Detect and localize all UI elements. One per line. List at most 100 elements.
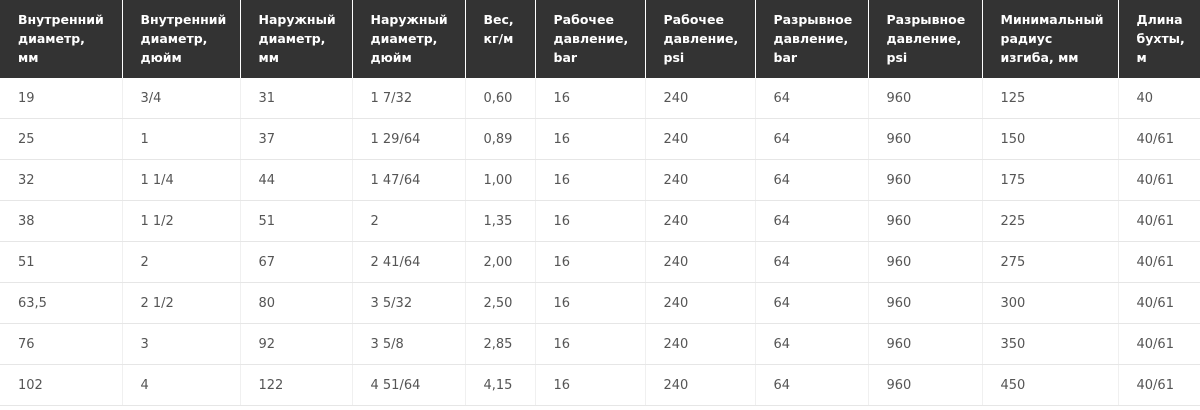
table-cell: 1 <box>121 118 240 160</box>
table-cell: 2,85 <box>464 323 535 365</box>
table-cell: 240 <box>644 78 755 119</box>
table-row: 19 3/4 31 1 7/32 0,60 16 240 64 960 125 40 <box>0 78 1200 119</box>
table-cell: 40/61 <box>1117 159 1200 201</box>
table-cell: 450 <box>981 364 1118 406</box>
table-cell: 40/61 <box>1117 323 1200 365</box>
table-cell: 960 <box>867 241 982 283</box>
table-cell: 63,5 <box>0 282 122 324</box>
table-cell: 16 <box>534 200 645 242</box>
table-cell: 64 <box>754 364 868 406</box>
header-cell: Рабочее давление, psi <box>644 0 755 78</box>
header-cell: Наружный диаметр, мм <box>239 0 352 78</box>
table-cell: 960 <box>867 78 982 119</box>
table-cell: 44 <box>239 159 352 201</box>
table-cell: 2,00 <box>464 241 535 283</box>
table-cell: 16 <box>534 159 645 201</box>
table-cell: 960 <box>867 118 982 160</box>
table-row: 63,5 2 1/2 80 3 5/32 2,50 16 240 64 960 300 40/61 <box>0 282 1200 324</box>
table-cell: 4 51/64 <box>351 364 465 406</box>
table-cell: 32 <box>0 159 122 201</box>
table-cell: 4 <box>121 364 240 406</box>
table-cell: 1,00 <box>464 159 535 201</box>
table-cell: 25 <box>0 118 122 160</box>
table-cell: 1 7/32 <box>351 78 465 119</box>
table-cell: 350 <box>981 323 1118 365</box>
table-cell: 960 <box>867 364 982 406</box>
table-cell: 240 <box>644 282 755 324</box>
table-cell: 240 <box>644 323 755 365</box>
table-cell: 125 <box>981 78 1118 119</box>
table-cell: 1 47/64 <box>351 159 465 201</box>
table-cell: 150 <box>981 118 1118 160</box>
header-cell: Разрывное давление, bar <box>754 0 868 78</box>
table-cell: 67 <box>239 241 352 283</box>
table-cell: 2 <box>351 200 465 242</box>
table-cell: 2 1/2 <box>121 282 240 324</box>
table-cell: 16 <box>534 78 645 119</box>
table-cell: 4,15 <box>464 364 535 406</box>
table-cell: 0,60 <box>464 78 535 119</box>
table-cell: 38 <box>0 200 122 242</box>
table-cell: 92 <box>239 323 352 365</box>
header-cell: Минимальный радиус изгиба, мм <box>981 0 1118 78</box>
table-row: 38 1 1/2 51 2 1,35 16 240 64 960 225 40/61 <box>0 200 1200 242</box>
table-cell: 64 <box>754 200 868 242</box>
table-cell: 1,35 <box>464 200 535 242</box>
table-cell: 64 <box>754 78 868 119</box>
table-row: 25 1 37 1 29/64 0,89 16 240 64 960 150 40/61 <box>0 118 1200 160</box>
table-cell: 51 <box>239 200 352 242</box>
table-cell: 40/61 <box>1117 118 1200 160</box>
table-cell: 240 <box>644 118 755 160</box>
header-cell: Внутренний диаметр, мм <box>0 0 122 78</box>
table-cell: 64 <box>754 282 868 324</box>
table-cell: 16 <box>534 364 645 406</box>
header-cell: Длина бухты, м <box>1117 0 1200 78</box>
header-cell: Внутренний диаметр, дюйм <box>121 0 240 78</box>
table-cell: 960 <box>867 200 982 242</box>
table-cell: 51 <box>0 241 122 283</box>
table-cell: 3/4 <box>121 78 240 119</box>
table-cell: 2,50 <box>464 282 535 324</box>
table-cell: 16 <box>534 323 645 365</box>
table-cell: 64 <box>754 159 868 201</box>
header-row: Внутренний диаметр, мм Внутренний диаметр… <box>0 0 1200 78</box>
table-cell: 240 <box>644 241 755 283</box>
table-cell: 1 29/64 <box>351 118 465 160</box>
table-row: 76 3 92 3 5/8 2,85 16 240 64 960 350 40/61 <box>0 323 1200 365</box>
table-cell: 3 <box>121 323 240 365</box>
table-row: 51 2 67 2 41/64 2,00 16 240 64 960 275 40/61 <box>0 241 1200 283</box>
table-cell: 225 <box>981 200 1118 242</box>
table-body: 19 3/4 31 1 7/32 0,60 16 240 64 960 125 40 25 1 37 1 2… <box>0 78 1200 406</box>
table-cell: 240 <box>644 364 755 406</box>
table-cell: 80 <box>239 282 352 324</box>
table-cell: 122 <box>239 364 352 406</box>
table-cell: 16 <box>534 241 645 283</box>
table-cell: 19 <box>0 78 122 119</box>
header-cell: Вес, кг/м <box>464 0 535 78</box>
table-cell: 40/61 <box>1117 282 1200 324</box>
header-cell: Наружный диаметр, дюйм <box>351 0 465 78</box>
table-cell: 960 <box>867 323 982 365</box>
table-cell: 2 <box>121 241 240 283</box>
table-cell: 16 <box>534 282 645 324</box>
table-cell: 40/61 <box>1117 364 1200 406</box>
table-cell: 40/61 <box>1117 200 1200 242</box>
table-cell: 3 5/8 <box>351 323 465 365</box>
table-cell: 960 <box>867 159 982 201</box>
table-cell: 3 5/32 <box>351 282 465 324</box>
table-cell: 275 <box>981 241 1118 283</box>
table-cell: 76 <box>0 323 122 365</box>
table-cell: 1 1/2 <box>121 200 240 242</box>
table-cell: 2 41/64 <box>351 241 465 283</box>
table-cell: 37 <box>239 118 352 160</box>
table-cell: 960 <box>867 282 982 324</box>
header-cell: Разрывное давление, psi <box>867 0 982 78</box>
table-cell: 1 1/4 <box>121 159 240 201</box>
table-cell: 240 <box>644 200 755 242</box>
table-cell: 240 <box>644 159 755 201</box>
table-cell: 31 <box>239 78 352 119</box>
table-cell: 102 <box>0 364 122 406</box>
header-cell: Рабочее давление, bar <box>534 0 645 78</box>
table-row: 32 1 1/4 44 1 47/64 1,00 16 240 64 960 175 40/61 <box>0 159 1200 201</box>
